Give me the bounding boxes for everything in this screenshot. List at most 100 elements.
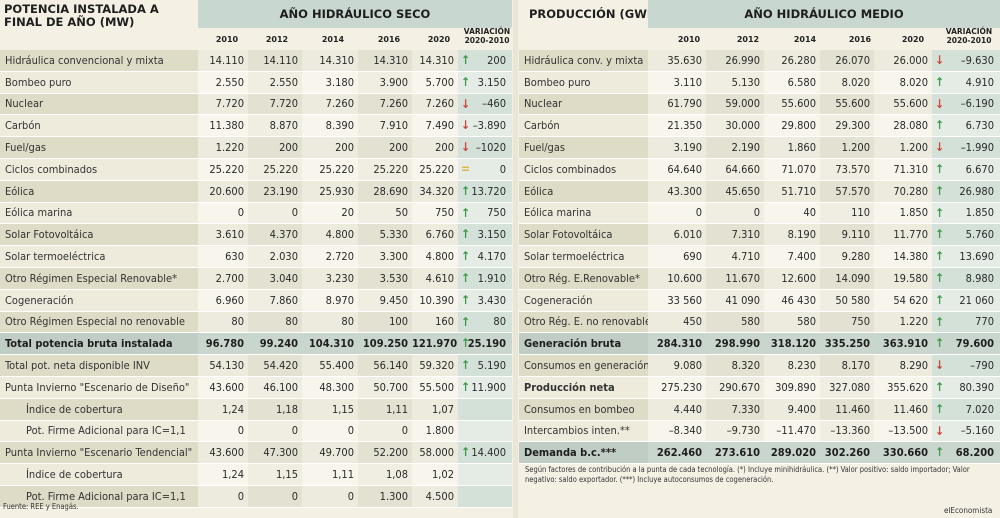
arrow-up-icon: ↑ — [461, 183, 471, 198]
year-value-cell: 1,18 — [248, 398, 302, 421]
year-value-cell: 25.220 — [248, 158, 302, 181]
year-value-cell: 99.240 — [248, 332, 302, 356]
year-value-cell: 51.710 — [764, 180, 820, 203]
year-value-cell: 9.280 — [820, 245, 874, 268]
variation-value: –6.190 — [960, 97, 994, 111]
year-value-cell: 630 — [198, 245, 248, 268]
table-row: Eólica 20.600 23.190 25.930 28.690 34.320 ↑ 13.… — [0, 180, 512, 203]
year-value-cell: 10.390 — [412, 289, 458, 312]
table-row: Eólica 43.300 45.650 51.710 57.570 70.280 ↑ 26.… — [519, 180, 1000, 203]
year-value-cell: 0 — [248, 420, 302, 443]
production-panel: PRODUCCIÓN (GWH) AÑO HIDRÁULICO MEDIO 20… — [519, 0, 1000, 515]
year-value-cell: 4.370 — [248, 223, 302, 247]
arrow-up-icon: ↑ — [461, 74, 471, 89]
year-value-cell: 1,15 — [248, 463, 302, 486]
arrow-up-icon: ↑ — [461, 336, 471, 351]
row-label: Hidráulica conv. y mixta — [519, 50, 648, 72]
year-value-cell: 200 — [302, 136, 358, 159]
year-value-cell: 580 — [764, 311, 820, 334]
row-label: Fuel/gas — [0, 136, 198, 159]
year-value-cell: 26.990 — [706, 50, 764, 72]
year-header: 2010 — [677, 35, 701, 44]
year-value-cell: 4.500 — [412, 485, 458, 508]
table-row: Otro Rég. E. no renovable 450 580 580 750 1.2… — [519, 311, 1000, 334]
variation-cell: ↓ –790 — [932, 354, 1000, 377]
table-row: Ciclos combinados 64.640 64.660 71.070 73.57… — [519, 158, 1000, 181]
year-value-cell: 45.650 — [706, 180, 764, 203]
year-value-cell: 20 — [302, 202, 358, 225]
variation-value: 200 — [487, 53, 506, 67]
year-value-cell: 6.960 — [198, 289, 248, 312]
table-row: Carbón 11.380 8.870 8.390 7.910 7.490 ↓ –3.890 — [0, 114, 512, 138]
year-value-cell: 1,02 — [412, 463, 458, 486]
variation-cell — [458, 398, 512, 421]
variation-value: 7.020 — [965, 402, 994, 416]
year-value-cell: 29.800 — [764, 114, 820, 138]
variation-value: 3.150 — [477, 75, 506, 89]
year-value-cell: 3.530 — [358, 267, 412, 290]
year-value-cell: 9.110 — [820, 223, 874, 247]
row-label: Total pot. neta disponible INV — [0, 354, 198, 377]
panel-divider — [513, 0, 518, 518]
arrow-up-icon: ↑ — [935, 227, 945, 242]
arrow-up-icon: ↑ — [935, 336, 945, 351]
year-value-cell: –11.470 — [764, 420, 820, 443]
year-value-cell: 25.220 — [358, 158, 412, 181]
year-value-cell: 20.600 — [198, 180, 248, 203]
table-row: Generación bruta 284.310 298.990 318.120 335… — [519, 332, 1000, 356]
table-row: Solar termoeléctrica 630 2.030 2.720 3.300 4.… — [0, 245, 512, 268]
year-value-cell: 14.110 — [248, 50, 302, 72]
year-value-cell: –8.340 — [648, 420, 706, 443]
arrow-up-icon: ↑ — [935, 270, 945, 285]
variation-value: 13.720 — [471, 184, 506, 198]
year-value-cell: 0 — [248, 202, 302, 225]
variation-value: 5.760 — [965, 228, 994, 242]
year-value-cell: 43.600 — [198, 441, 248, 465]
variation-value: 6.670 — [965, 162, 994, 176]
arrow-up-icon: ↑ — [461, 53, 471, 67]
year-value-cell: 8.290 — [874, 354, 932, 377]
row-label: Total potencia bruta instalada — [0, 332, 198, 356]
table-row: Fuel/gas 3.190 2.190 1.860 1.200 1.200 ↓ –1.990 — [519, 136, 1000, 159]
year-value-cell: 26.070 — [820, 50, 874, 72]
year-value-cell: 1.300 — [358, 485, 412, 508]
year-value-cell: 14.310 — [302, 50, 358, 72]
year-header: 2010 — [215, 35, 239, 44]
row-label: Eólica — [519, 180, 648, 203]
year-value-cell: 14.310 — [412, 50, 458, 72]
arrow-down-icon: ↓ — [935, 53, 945, 67]
table-row: Otro Régimen Especial Renovable* 2.700 3.0… — [0, 267, 512, 290]
row-label: Punta Invierno "Escenario Tendencial" — [0, 441, 198, 465]
table-row: Carbón 21.350 30.000 29.800 29.300 28.080 ↑ 6.7… — [519, 114, 1000, 138]
table-row: Total potencia bruta instalada 96.780 99.2… — [0, 332, 512, 356]
year-value-cell: 3.040 — [248, 267, 302, 290]
year-value-cell: 1.860 — [764, 136, 820, 159]
variation-value: 25.190 — [467, 337, 506, 351]
year-value-cell: 7.720 — [248, 93, 302, 116]
year-header: 2016 — [377, 35, 401, 44]
year-value-cell: 55.600 — [820, 93, 874, 116]
row-label: Eólica — [0, 180, 198, 203]
row-label: Otro Régimen Especial no renovable — [0, 311, 198, 334]
medium-year-band: AÑO HIDRÁULICO MEDIO — [648, 0, 1000, 28]
row-label: Bombeo puro — [519, 71, 648, 94]
variation-cell: ↑ 1.850 — [932, 202, 1000, 225]
arrow-down-icon: ↓ — [935, 358, 945, 373]
year-value-cell: 8.390 — [302, 114, 358, 138]
year-value-cell: 4.610 — [412, 267, 458, 290]
year-value-cell: 7.400 — [764, 245, 820, 268]
variation-cell: ↑ 13.720 — [458, 180, 512, 203]
table-row: Total pot. neta disponible INV 54.130 54.4… — [0, 354, 512, 377]
year-value-cell: 28.080 — [874, 114, 932, 138]
row-label: Solar termoeléctrica — [519, 245, 648, 268]
variation-value: 4.910 — [965, 75, 994, 89]
arrow-up-icon: ↑ — [935, 118, 945, 133]
table-row: Intercambios inten.** –8.340 –9.730 –11.470… — [519, 420, 1000, 443]
table-row: Consumos en bombeo 4.440 7.330 9.400 11.460 1… — [519, 398, 1000, 421]
year-value-cell: 1.220 — [874, 311, 932, 334]
variation-value: 6.730 — [965, 119, 994, 133]
year-header: 2014 — [321, 35, 345, 44]
variation-cell: ↓ –1020 — [458, 136, 512, 159]
year-value-cell: 80 — [198, 311, 248, 334]
year-value-cell: 8.230 — [764, 354, 820, 377]
